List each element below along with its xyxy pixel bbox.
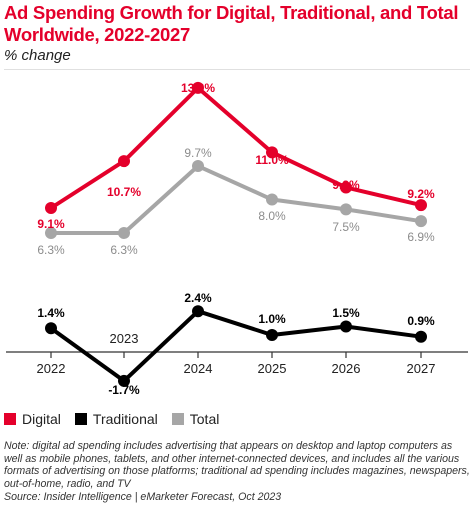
x-tick-label: 2024 <box>184 361 213 376</box>
data-point <box>192 305 204 318</box>
data-label: 6.9% <box>407 230 435 244</box>
data-label: 9.8% <box>332 178 360 192</box>
data-label: 6.3% <box>110 243 138 257</box>
legend-swatch <box>171 413 184 425</box>
data-label: 10.7% <box>107 185 141 199</box>
series-line-digital <box>49 85 422 210</box>
line-chart: 2022 2023 2024 2025 2026 2027 9.1% 10.7% 13.2% 11… <box>6 81 468 397</box>
data-label: 13.2% <box>181 81 215 95</box>
legend-label: Total <box>189 411 220 427</box>
data-point <box>340 320 352 333</box>
legend-label: Digital <box>22 411 61 427</box>
legend: Digital Traditional Total <box>4 411 233 427</box>
series-line-traditional <box>49 309 422 383</box>
x-tick-label: 2025 <box>258 361 287 376</box>
data-label: 11.0% <box>255 153 289 167</box>
data-point <box>415 330 427 343</box>
data-point <box>415 215 427 228</box>
data-point <box>192 81 204 94</box>
chart-title: Ad Spending Growth for Digital, Traditio… <box>4 2 459 45</box>
data-point <box>118 155 130 168</box>
data-label: 1.4% <box>37 306 65 320</box>
footnote: Note: digital ad spending includes adver… <box>4 440 470 490</box>
data-label: 6.3% <box>37 243 65 257</box>
x-tick-label: 2022 <box>37 361 66 376</box>
series-line-total <box>51 164 422 235</box>
data-label: -1.7% <box>108 383 140 397</box>
data-label: 0.9% <box>407 314 435 328</box>
chart-subtitle: % change <box>4 47 71 64</box>
data-point <box>45 322 57 335</box>
data-label: 1.5% <box>332 306 360 320</box>
data-point <box>266 329 278 341</box>
x-tick-label: 2027 <box>407 361 436 376</box>
data-point <box>192 160 204 173</box>
x-tick-label: 2023 <box>110 331 139 346</box>
data-label: 9.7% <box>184 146 212 160</box>
data-label: 2.4% <box>184 291 212 305</box>
data-label: 9.1% <box>37 217 65 231</box>
legend-label: Traditional <box>92 411 158 427</box>
divider <box>4 69 470 70</box>
data-point <box>415 199 427 212</box>
legend-item: Digital <box>4 411 61 427</box>
data-point <box>266 146 278 159</box>
legend-swatch <box>4 413 16 425</box>
data-point <box>340 181 352 194</box>
source-line: Source: Insider Intelligence | eMarketer… <box>4 491 282 503</box>
data-point <box>266 193 278 206</box>
data-point <box>45 202 57 214</box>
data-point <box>118 227 130 239</box>
data-label: 1.0% <box>258 312 286 326</box>
data-label: 9.2% <box>407 187 435 201</box>
data-point <box>340 203 352 216</box>
legend-item: Total <box>171 411 220 427</box>
legend-swatch <box>74 413 87 425</box>
data-label: 7.5% <box>332 220 360 234</box>
data-point <box>118 374 130 387</box>
data-label: 8.0% <box>258 209 286 223</box>
data-point <box>45 227 57 239</box>
legend-item: Traditional <box>74 411 158 427</box>
x-tick-label: 2026 <box>332 361 361 376</box>
